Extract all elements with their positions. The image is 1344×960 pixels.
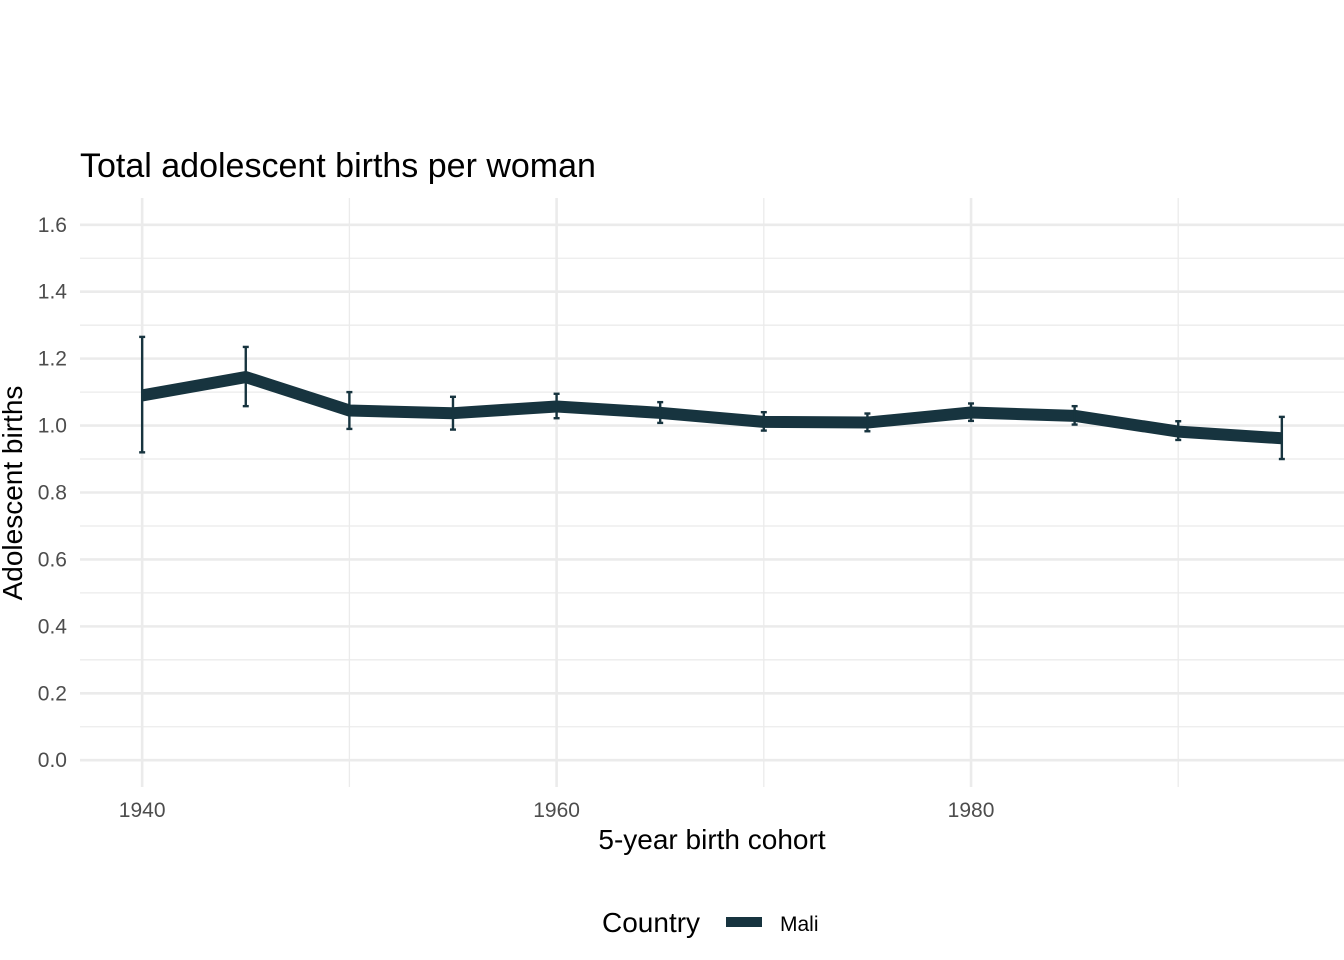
legend: Country Mali <box>602 907 819 938</box>
x-tick-label: 1960 <box>533 799 580 822</box>
error-bar <box>553 392 560 420</box>
error-bar <box>760 410 767 432</box>
y-axis-title: Adolescent births <box>0 386 28 601</box>
x-axis-tick-labels: 1940 1960 1980 <box>119 799 995 822</box>
error-bar <box>657 400 664 425</box>
legend-key-mali <box>726 917 762 927</box>
x-tick-label: 1980 <box>948 799 995 822</box>
error-bar <box>449 395 456 431</box>
x-axis-title: 5-year birth cohort <box>598 824 825 855</box>
error-bar <box>346 390 353 431</box>
y-tick-label: 0.2 <box>38 682 67 705</box>
error-bar <box>1175 420 1182 442</box>
y-tick-label: 0.0 <box>38 749 67 772</box>
major-gridlines <box>80 198 1344 787</box>
y-tick-label: 0.8 <box>38 482 67 505</box>
error-bar <box>242 345 249 408</box>
y-tick-label: 0.4 <box>38 615 68 638</box>
error-bar <box>139 335 146 454</box>
error-bar <box>1071 404 1078 426</box>
chart-title: Total adolescent births per woman <box>80 147 596 185</box>
x-tick-label: 1940 <box>119 799 166 822</box>
y-tick-label: 0.6 <box>38 548 67 571</box>
series-line-mali <box>141 371 1283 445</box>
error-bar <box>864 412 871 433</box>
y-tick-label: 1.0 <box>38 415 67 438</box>
y-tick-label: 1.2 <box>38 348 67 371</box>
y-tick-label: 1.6 <box>38 214 67 237</box>
y-axis-tick-labels: 0.0 0.2 0.4 0.6 0.8 1.0 1.2 1.4 1.6 <box>38 214 68 772</box>
y-tick-label: 1.4 <box>38 281 68 304</box>
series-layer <box>139 335 1285 461</box>
error-bar <box>968 402 975 423</box>
legend-label-mali: Mali <box>780 913 819 936</box>
error-bar <box>1278 415 1285 461</box>
legend-title: Country <box>602 907 700 938</box>
